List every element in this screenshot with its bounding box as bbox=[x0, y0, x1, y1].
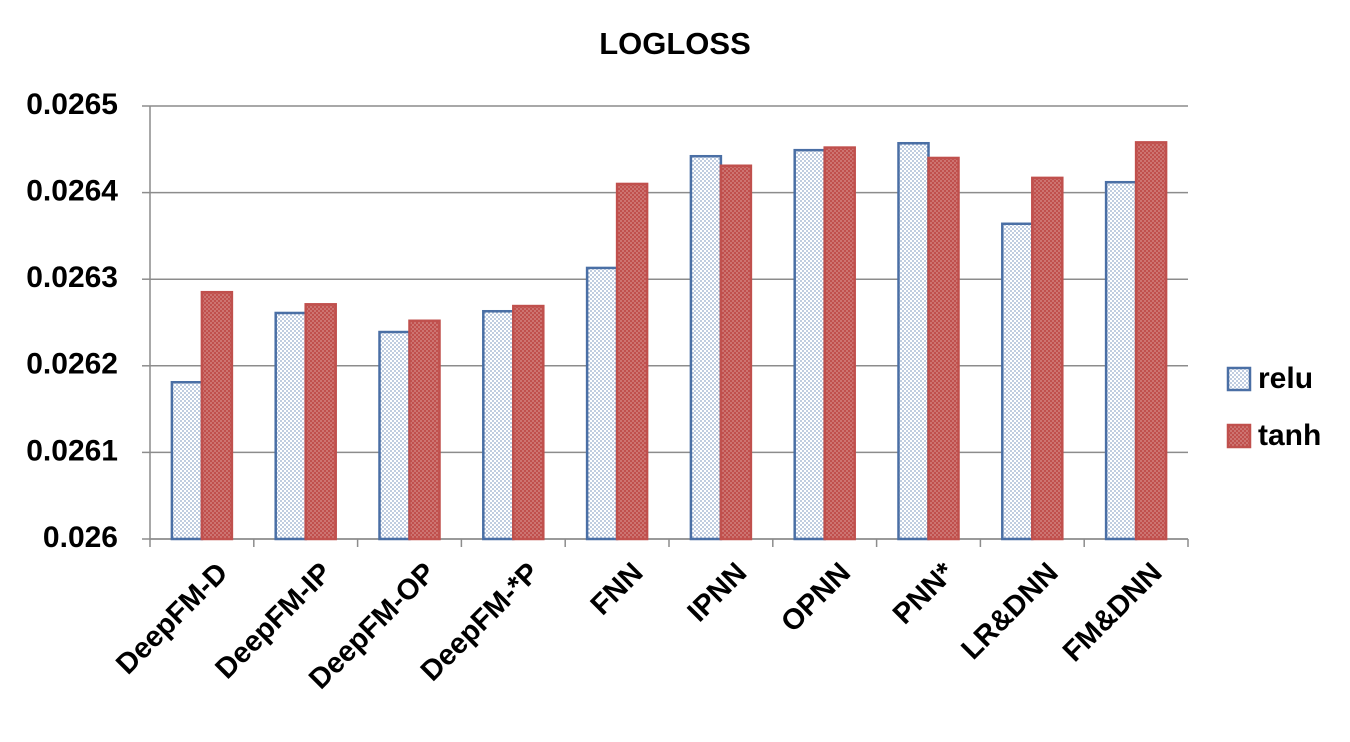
chart-title: LOGLOSS bbox=[599, 26, 751, 61]
bar bbox=[512, 304, 545, 541]
y-tick-label: 0.0264 bbox=[26, 175, 118, 208]
bar bbox=[793, 148, 826, 541]
x-tick-label: LR&DNN bbox=[955, 557, 1064, 666]
y-tick-label: 0.0261 bbox=[26, 434, 118, 467]
x-tick-label: FNN bbox=[585, 557, 650, 622]
legend-swatch bbox=[1226, 366, 1252, 392]
bar bbox=[719, 164, 753, 541]
bar bbox=[1104, 180, 1138, 541]
y-tick-label: 0.0265 bbox=[26, 88, 118, 121]
bar bbox=[615, 182, 649, 541]
bar bbox=[170, 381, 204, 541]
bar bbox=[408, 319, 441, 541]
y-tick-label: 0.026 bbox=[43, 521, 118, 554]
bar bbox=[897, 141, 930, 541]
x-tick-label: FM&DNN bbox=[1057, 557, 1168, 668]
bar bbox=[1001, 222, 1034, 541]
bar bbox=[689, 154, 723, 541]
x-tick-label: PNN* bbox=[887, 556, 961, 630]
bar bbox=[823, 146, 856, 541]
bar bbox=[378, 330, 411, 541]
bar bbox=[482, 309, 515, 541]
x-tick-label: IPNN bbox=[682, 557, 754, 629]
bar bbox=[200, 290, 234, 541]
y-tick-label: 0.0262 bbox=[26, 348, 118, 381]
legend-label: relu bbox=[1258, 362, 1313, 395]
x-tick-label: OPNN bbox=[775, 557, 857, 639]
bar bbox=[1031, 176, 1064, 541]
bar bbox=[585, 266, 619, 541]
bar bbox=[274, 311, 307, 541]
y-tick-label: 0.0263 bbox=[26, 261, 118, 294]
legend-label: tanh bbox=[1258, 419, 1321, 452]
bar bbox=[304, 303, 337, 541]
legend-swatch bbox=[1226, 423, 1252, 449]
bar bbox=[1134, 141, 1168, 541]
bar bbox=[927, 156, 960, 541]
